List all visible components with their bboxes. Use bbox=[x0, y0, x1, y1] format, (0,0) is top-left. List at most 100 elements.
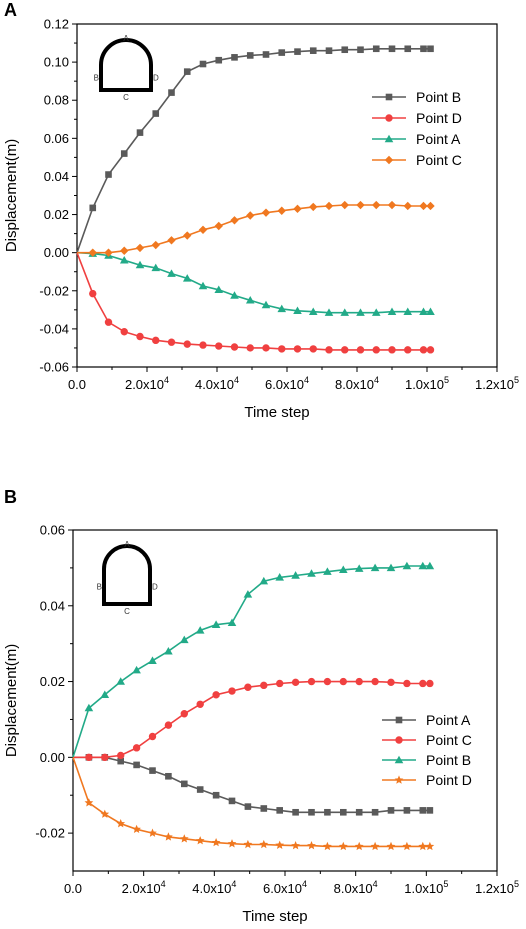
x-tick-exponent: 5 bbox=[514, 375, 519, 385]
data-point bbox=[387, 678, 395, 687]
data-point bbox=[419, 807, 427, 814]
y-tick-label: -0.02 bbox=[35, 826, 65, 841]
x-tick-label: 4.0x104 bbox=[192, 879, 236, 896]
data-point bbox=[324, 808, 331, 816]
data-point bbox=[418, 561, 428, 570]
data-point bbox=[246, 52, 254, 59]
data-point bbox=[227, 618, 237, 627]
data-point bbox=[167, 269, 176, 277]
data-point bbox=[100, 809, 110, 818]
series-point-b bbox=[76, 45, 434, 253]
series-point-a bbox=[76, 249, 435, 316]
y-tick-label: 0.04 bbox=[40, 598, 65, 613]
data-point bbox=[133, 761, 140, 769]
panel-label: A bbox=[4, 0, 17, 20]
data-point bbox=[116, 819, 126, 828]
data-point bbox=[228, 687, 236, 695]
data-point bbox=[387, 200, 397, 210]
legend-entry: Point C bbox=[382, 732, 472, 748]
data-point bbox=[277, 304, 287, 313]
data-point bbox=[117, 757, 124, 765]
data-point bbox=[341, 46, 349, 54]
data-point bbox=[244, 683, 252, 691]
inset-label-right: D bbox=[153, 74, 159, 83]
data-point bbox=[196, 700, 204, 708]
data-point bbox=[243, 590, 253, 598]
data-point bbox=[275, 840, 285, 849]
data-point bbox=[323, 677, 332, 686]
data-point bbox=[262, 51, 270, 58]
inset-label-left: B bbox=[97, 583, 102, 592]
plot-frame bbox=[76, 23, 498, 368]
x-tick-exponent: 4 bbox=[164, 375, 169, 385]
data-point bbox=[120, 246, 129, 255]
data-point bbox=[211, 837, 221, 847]
data-point bbox=[323, 841, 332, 851]
y-tick-label: -0.04 bbox=[39, 321, 69, 336]
data-point bbox=[403, 201, 412, 211]
data-point bbox=[291, 571, 300, 579]
data-point bbox=[356, 308, 365, 316]
data-point bbox=[116, 677, 125, 685]
data-point bbox=[426, 679, 434, 688]
data-point bbox=[370, 841, 380, 851]
tunnel-inset-diagram: A B D C bbox=[94, 34, 159, 102]
data-point bbox=[105, 171, 112, 178]
data-point bbox=[388, 45, 396, 53]
data-point bbox=[120, 328, 128, 336]
x-tick-exponent: 4 bbox=[161, 879, 166, 889]
y-tick-label: -0.02 bbox=[39, 283, 69, 298]
data-point bbox=[387, 307, 397, 315]
data-point bbox=[354, 841, 364, 851]
plot-frame bbox=[72, 529, 498, 872]
data-point bbox=[308, 808, 315, 816]
data-point bbox=[104, 318, 113, 326]
data-point bbox=[165, 772, 172, 780]
legend-label: Point C bbox=[416, 152, 462, 168]
data-point bbox=[420, 45, 427, 53]
data-point bbox=[214, 285, 224, 294]
data-point bbox=[278, 345, 286, 353]
x-tick-exponent: 4 bbox=[374, 375, 379, 385]
inset-label-left: B bbox=[94, 74, 99, 83]
x-tick-label: 4.0x104 bbox=[195, 375, 239, 392]
tunnel-inset-diagram: A B D C bbox=[97, 540, 158, 616]
y-tick-label: 0.12 bbox=[44, 17, 69, 32]
legend-entry: Point D bbox=[372, 110, 462, 126]
x-tick-label: 1.2x105 bbox=[475, 375, 519, 392]
y-tick-label: 0.02 bbox=[44, 207, 69, 222]
data-point bbox=[291, 678, 300, 687]
data-point bbox=[309, 47, 317, 54]
data-point bbox=[181, 780, 188, 788]
x-tick-label: 2.0x104 bbox=[125, 375, 169, 392]
data-point bbox=[151, 263, 161, 272]
data-point bbox=[136, 129, 144, 136]
data-point bbox=[230, 343, 239, 351]
data-point bbox=[152, 110, 160, 117]
data-point bbox=[215, 56, 223, 64]
data-point bbox=[324, 308, 334, 316]
data-point bbox=[308, 307, 318, 315]
y-tick-label: 0.02 bbox=[40, 674, 65, 689]
data-point bbox=[167, 338, 176, 346]
data-point bbox=[152, 336, 160, 345]
legend-marker bbox=[395, 736, 403, 744]
data-point bbox=[260, 681, 268, 690]
panel-label: B bbox=[4, 487, 17, 507]
y-tick-label: 0.04 bbox=[44, 169, 69, 184]
legend-label: Point B bbox=[426, 752, 471, 768]
legend-label: Point D bbox=[416, 110, 462, 126]
data-point bbox=[164, 832, 173, 841]
data-point bbox=[341, 346, 349, 354]
data-point bbox=[323, 567, 332, 575]
data-point bbox=[119, 255, 129, 264]
data-point bbox=[293, 345, 302, 353]
data-point bbox=[386, 563, 396, 572]
data-point bbox=[245, 296, 255, 304]
data-point bbox=[183, 231, 192, 240]
data-point bbox=[276, 807, 283, 814]
data-point bbox=[215, 342, 223, 350]
data-point bbox=[276, 679, 284, 688]
data-point bbox=[340, 308, 350, 316]
legend-label: Point A bbox=[416, 131, 461, 147]
